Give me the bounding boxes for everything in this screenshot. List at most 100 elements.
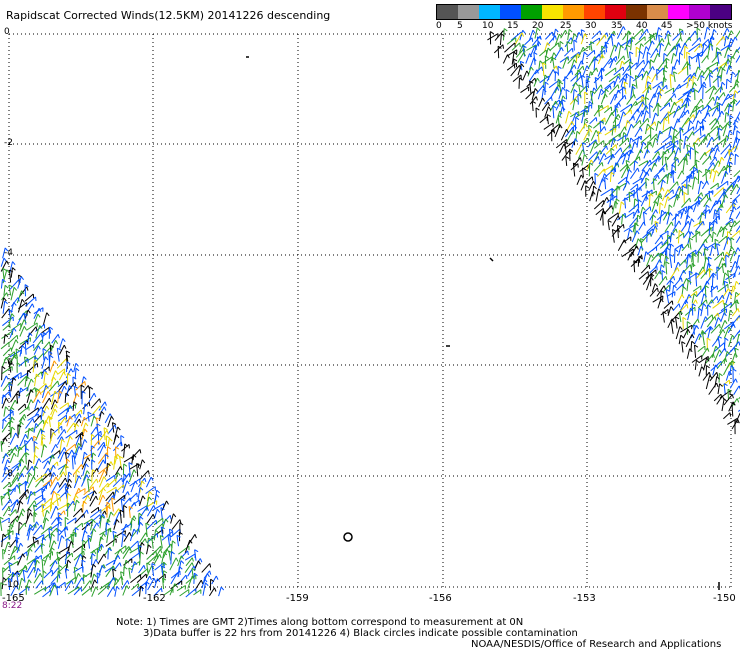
wind-barb [640, 264, 650, 274]
wind-barb-tick [16, 444, 19, 450]
wind-barb [699, 212, 703, 225]
wind-barb [678, 335, 682, 345]
wind-barb-tick [655, 201, 659, 206]
wind-barb-tick [600, 84, 603, 89]
wind-barb-tick [697, 66, 701, 71]
wind-barb [33, 423, 37, 433]
wind-barb [713, 187, 724, 197]
wind-barb-tick [555, 100, 558, 105]
wind-barb-tick [159, 554, 162, 559]
wind-barb-tick [584, 91, 589, 95]
wind-barb [575, 32, 580, 41]
wind-barb [33, 524, 42, 536]
wind-barb-tick [736, 398, 740, 403]
wind-barb [698, 355, 709, 364]
wind-barb [2, 565, 10, 573]
wind-barb-tick [646, 231, 651, 235]
wind-barb-tick [583, 51, 588, 56]
wind-barb [593, 140, 605, 149]
wind-barb [34, 544, 42, 553]
wind-barb [673, 136, 675, 148]
wind-barb-tick [78, 442, 82, 447]
wind-barb [676, 283, 684, 291]
wind-barb-tick [723, 92, 726, 97]
wind-barb [98, 487, 104, 501]
wind-barb-tick [58, 564, 63, 568]
wind-barb [618, 126, 626, 138]
wind-barb [707, 162, 714, 171]
wind-barb-tick [115, 489, 120, 493]
wind-barb [723, 58, 729, 69]
wind-barb-tick [623, 239, 627, 244]
wind-barb [643, 251, 647, 262]
wind-barb-tick [725, 112, 730, 116]
wind-barb-tick [658, 34, 663, 38]
wind-barb [120, 571, 124, 585]
wind-barb [11, 572, 14, 583]
wind-barb [701, 180, 708, 190]
wind-barb-tick [74, 566, 78, 570]
wind-barb [90, 430, 102, 441]
legend-swatch [458, 5, 479, 19]
wind-barb-tick [637, 208, 640, 213]
lat-label: -6 [4, 358, 13, 368]
wind-barb-tick [601, 45, 606, 49]
wind-barb-tick [127, 491, 130, 496]
wind-barb-tick [21, 290, 25, 295]
wind-barb [637, 51, 641, 65]
wind-barb-tick [153, 505, 156, 510]
wind-barb [662, 118, 665, 130]
wind-barb [637, 67, 644, 78]
wind-barb-tick [637, 167, 640, 172]
wind-barb [26, 558, 36, 565]
wind-barb-tick [127, 580, 130, 585]
wind-barb [656, 285, 665, 297]
wind-barb-tick [8, 383, 13, 387]
wind-barb [638, 117, 649, 129]
wind-barb-tick [116, 434, 120, 439]
wind-barb [506, 49, 518, 57]
wind-barb [628, 191, 631, 202]
wind-barb-tick [28, 332, 33, 336]
wind-barb-tick [96, 417, 101, 421]
wind-barb-tick [730, 237, 735, 241]
wind-barb-tick [172, 540, 176, 544]
wind-barb [617, 45, 622, 59]
wind-barb [666, 212, 671, 225]
wind-barb-tick [635, 101, 638, 106]
wind-barb [107, 511, 112, 524]
wind-barb-tick [4, 437, 8, 442]
wind-barb-tick [580, 29, 585, 32]
wind-barb [0, 496, 3, 506]
wind-barb-tick [26, 375, 30, 380]
wind-barb [731, 360, 734, 371]
wind-barb [687, 307, 691, 321]
wind-barb [106, 528, 110, 543]
wind-barb [681, 341, 684, 353]
wind-barb-tick [7, 529, 12, 533]
wind-barb-tick [7, 459, 11, 464]
wind-barb-tick [562, 106, 566, 111]
wind-barb [726, 182, 734, 191]
wind-barb [630, 36, 633, 51]
wind-barb-tick [34, 356, 39, 360]
wind-barb-tick [617, 228, 620, 233]
wind-barb [90, 545, 102, 554]
wind-barb-tick [149, 575, 152, 581]
wind-barb [710, 182, 719, 190]
wind-barb-tick [179, 531, 183, 535]
wind-barb-tick [161, 565, 166, 569]
wind-barb [129, 528, 135, 542]
wind-barb-tick [701, 70, 705, 75]
wind-barb-tick [655, 48, 659, 53]
wind-barb-tick [96, 423, 101, 427]
wind-barb [685, 153, 688, 166]
wind-barb-tick [50, 344, 54, 348]
wind-barb-tick [84, 439, 88, 443]
legend-label: 30 [585, 21, 597, 31]
wind-barb-tick [663, 53, 668, 57]
wind-barb [630, 183, 638, 191]
wind-barb [695, 243, 705, 255]
wind-barb-tick [702, 331, 707, 335]
wind-barb [675, 103, 687, 112]
